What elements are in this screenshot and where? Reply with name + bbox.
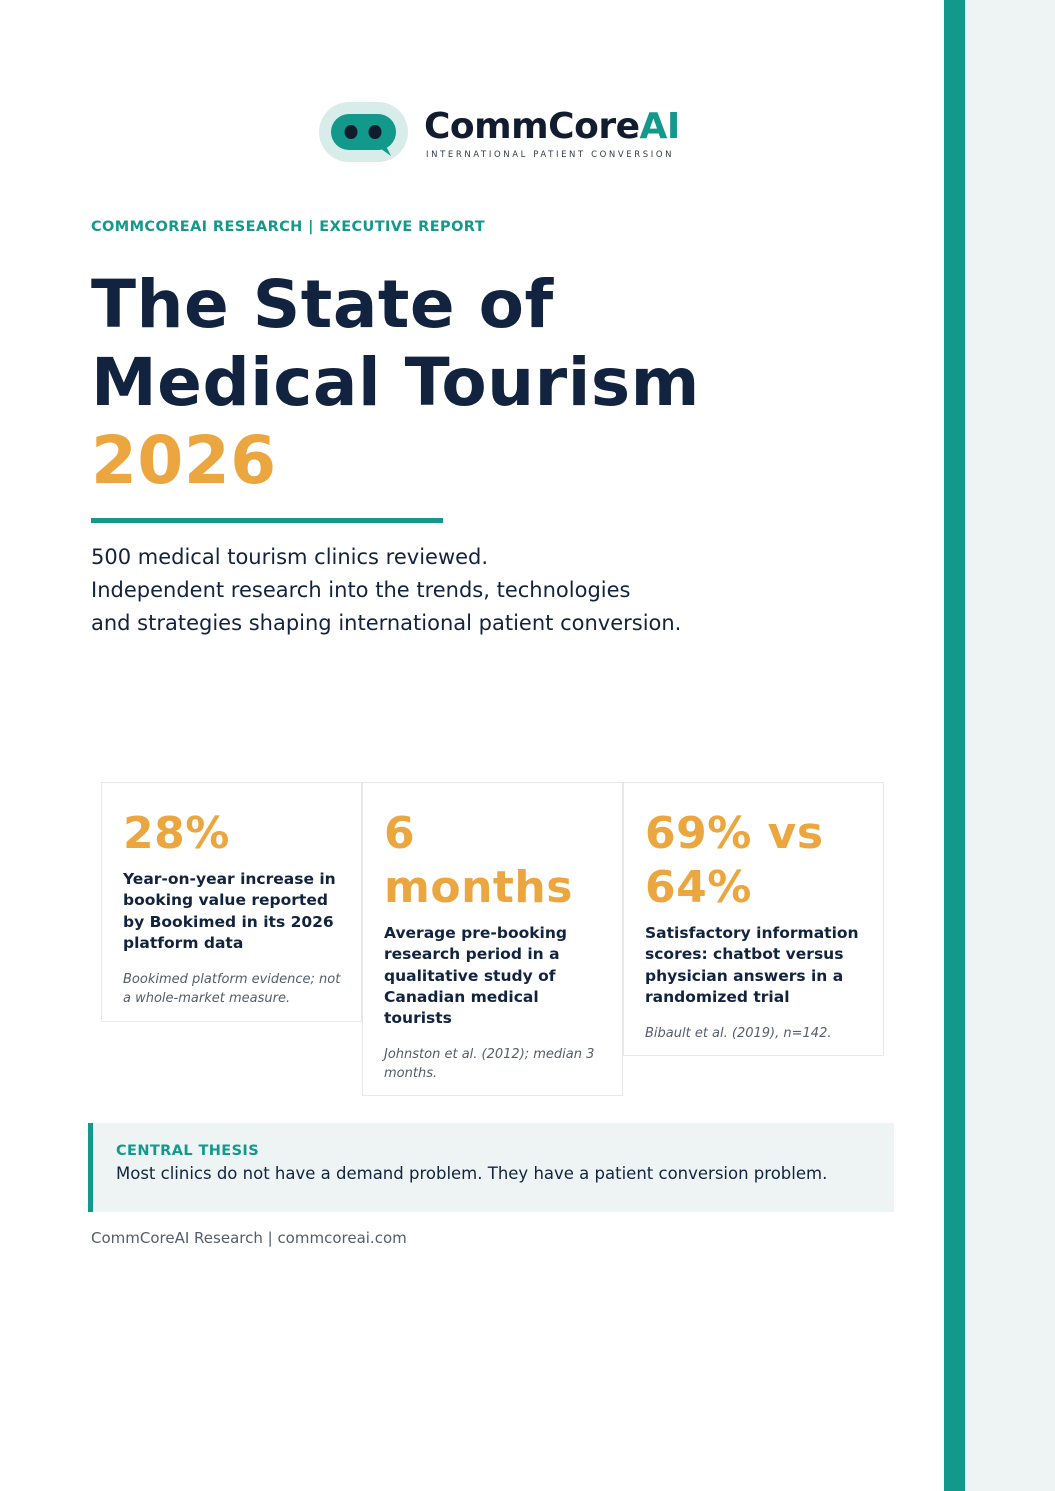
stat-description: Satisfactory information scores: chatbot…	[645, 924, 859, 1006]
page-title: The State of Medical Tourism 2026	[91, 266, 700, 500]
intro-line-2: Independent research into the trends, te…	[91, 578, 631, 602]
stat-value: 28%	[123, 808, 230, 859]
report-eyebrow: COMMCOREAI RESEARCH | EXECUTIVE REPORT	[91, 219, 485, 235]
stat-source-note: Bibault et al. (2019), n=142.	[645, 1026, 832, 1042]
title-year: 2026	[91, 422, 277, 499]
side-accent-stripe	[944, 0, 965, 1491]
brand-tagline: INTERNATIONAL PATIENT CONVERSION	[426, 150, 675, 160]
footer-credit: CommCoreAI Research | commcoreai.com	[91, 1229, 407, 1247]
stat-card: 28% Year-on-year increase in booking val…	[101, 782, 362, 1022]
stat-value: 6 months	[384, 808, 573, 913]
intro-line-1: 500 medical tourism clinics reviewed.	[91, 545, 489, 569]
stat-card: 6 months Average pre-booking research pe…	[362, 782, 623, 1096]
stat-card: 69% vs 64% Satisfactory information scor…	[623, 782, 884, 1056]
thesis-label: CENTRAL THESIS	[116, 1143, 260, 1159]
central-thesis-callout: CENTRAL THESIS Most clinics do not have …	[88, 1123, 894, 1212]
stat-source-note: Johnston et al. (2012); median 3 months.	[384, 1047, 595, 1082]
stat-description: Average pre-booking research period in a…	[384, 924, 567, 1028]
stat-value: 69% vs 64%	[645, 808, 824, 913]
brand-name: CommCoreAI	[424, 106, 680, 147]
brand-logo: CommCoreAI INTERNATIONAL PATIENT CONVERS…	[319, 102, 680, 166]
thesis-text: Most clinics do not have a demand proble…	[116, 1164, 828, 1183]
stat-source-note: Bookimed platform evidence; not a whole-…	[123, 972, 341, 1007]
intro-line-3: and strategies shaping international pat…	[91, 611, 682, 635]
intro-paragraph: 500 medical tourism clinics reviewed. In…	[91, 541, 851, 640]
brand-name-accent: AI	[639, 106, 681, 147]
title-divider	[91, 518, 443, 523]
title-line-2: Medical Tourism	[91, 344, 700, 421]
stat-description: Year-on-year increase in booking value r…	[123, 870, 336, 952]
title-line-1: The State of	[91, 266, 554, 343]
brand-name-main: CommCore	[424, 106, 640, 147]
chat-bubble-icon	[319, 102, 408, 162]
